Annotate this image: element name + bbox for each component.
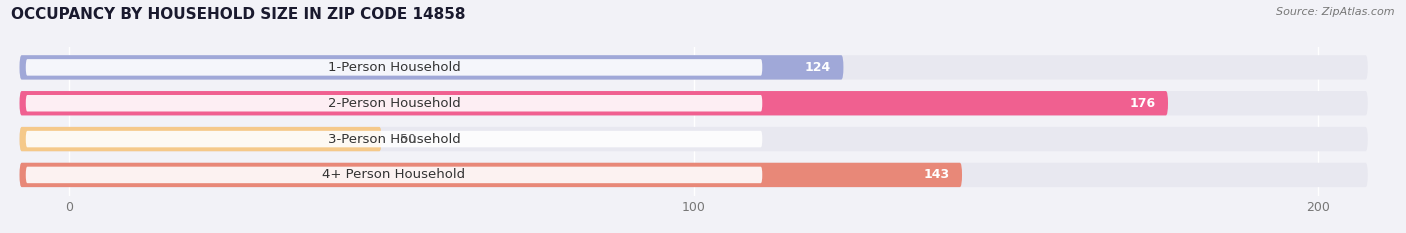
FancyBboxPatch shape <box>20 127 1368 151</box>
FancyBboxPatch shape <box>20 91 1368 115</box>
Text: OCCUPANCY BY HOUSEHOLD SIZE IN ZIP CODE 14858: OCCUPANCY BY HOUSEHOLD SIZE IN ZIP CODE … <box>11 7 465 22</box>
FancyBboxPatch shape <box>25 167 762 183</box>
FancyBboxPatch shape <box>20 55 844 80</box>
Text: Source: ZipAtlas.com: Source: ZipAtlas.com <box>1277 7 1395 17</box>
FancyBboxPatch shape <box>20 91 1168 115</box>
Text: 50: 50 <box>401 133 416 146</box>
FancyBboxPatch shape <box>20 55 1368 80</box>
Text: 143: 143 <box>924 168 949 182</box>
Text: 2-Person Household: 2-Person Household <box>328 97 460 110</box>
FancyBboxPatch shape <box>20 163 962 187</box>
Text: 4+ Person Household: 4+ Person Household <box>322 168 465 182</box>
FancyBboxPatch shape <box>20 163 1368 187</box>
Text: 124: 124 <box>804 61 831 74</box>
FancyBboxPatch shape <box>25 131 762 147</box>
FancyBboxPatch shape <box>25 59 762 76</box>
FancyBboxPatch shape <box>20 127 381 151</box>
FancyBboxPatch shape <box>25 95 762 111</box>
Text: 3-Person Household: 3-Person Household <box>328 133 460 146</box>
Text: 1-Person Household: 1-Person Household <box>328 61 460 74</box>
Text: 176: 176 <box>1129 97 1156 110</box>
